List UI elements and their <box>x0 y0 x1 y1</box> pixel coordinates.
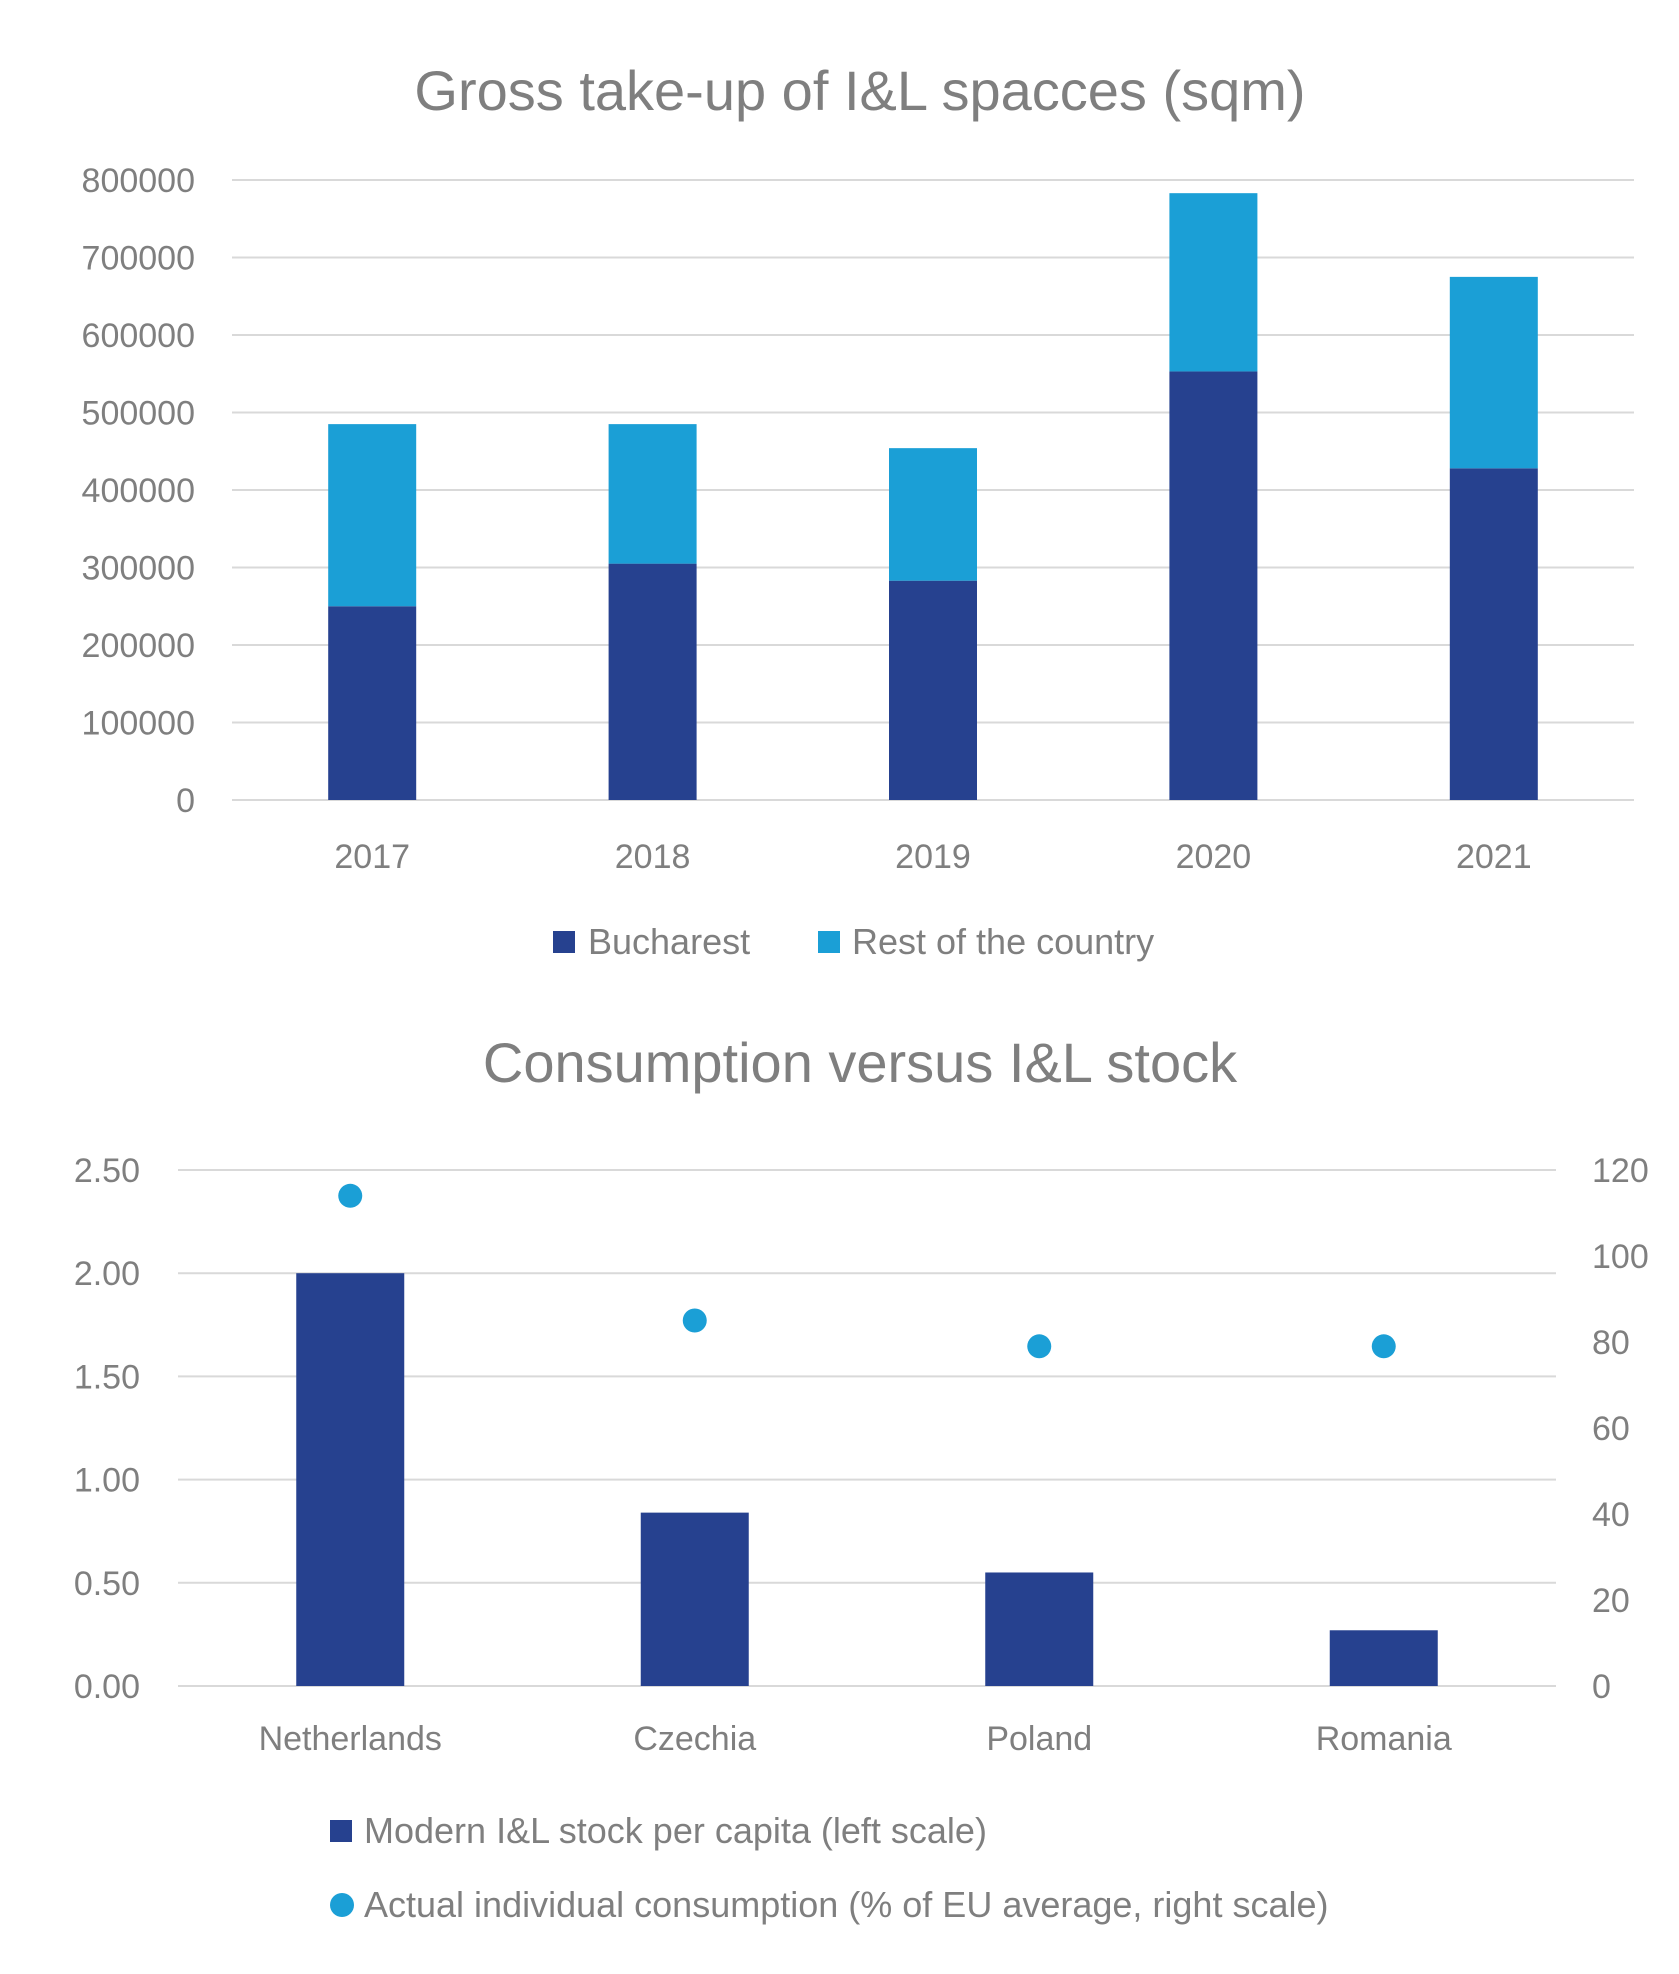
y-right-tick-label: 60 <box>1592 1410 1630 1448</box>
consumption-chart: Consumption versus I&L stock 0.00 0.50 1.0… <box>74 1031 1649 1925</box>
y-tick-label: 100000 <box>82 705 195 743</box>
x-tick-label: Czechia <box>633 1720 756 1758</box>
point-consumption <box>1027 1334 1052 1359</box>
y-right-tick-label: 20 <box>1592 1582 1630 1620</box>
y-right-tick-label: 100 <box>1592 1238 1649 1276</box>
y-tick-label: 400000 <box>82 472 195 510</box>
y-tick-label: 600000 <box>82 317 195 355</box>
bar-il-stock <box>1329 1630 1438 1686</box>
y-right-tick-label: 0 <box>1592 1668 1611 1706</box>
y-left-tick-label: 0.50 <box>74 1565 140 1603</box>
bar-bucharest <box>1449 468 1538 800</box>
x-tick-label: Poland <box>986 1720 1092 1758</box>
bar-rest-of-country <box>608 424 697 564</box>
x-tick-label: Netherlands <box>259 1720 442 1758</box>
bar-il-stock <box>296 1273 405 1686</box>
chart-title: Gross take-up of I&L spacces (sqm) <box>414 59 1305 122</box>
x-tick-label: Romania <box>1316 1720 1452 1758</box>
legend-label: Actual individual consumption (% of EU a… <box>364 1884 1328 1925</box>
y-tick-label: 700000 <box>82 240 195 278</box>
point-consumption <box>1371 1334 1396 1359</box>
bar-bucharest <box>608 563 697 800</box>
legend-label: Modern I&L stock per capita (left scale) <box>364 1810 987 1851</box>
x-tick-label: 2017 <box>334 838 410 876</box>
y-left-tick-label: 1.50 <box>74 1358 140 1396</box>
legend-swatch-rest-of-country <box>818 931 840 953</box>
y-left-tick-label: 1.00 <box>74 1462 140 1500</box>
bar-rest-of-country <box>328 424 417 607</box>
legend-swatch-il-stock <box>330 1820 352 1842</box>
y-right-tick-label: 80 <box>1592 1324 1630 1362</box>
y-right-tick-label: 40 <box>1592 1496 1630 1534</box>
point-consumption <box>338 1183 363 1208</box>
bar-bucharest <box>1169 371 1258 800</box>
x-tick-label: 2019 <box>895 838 971 876</box>
y-tick-label: 200000 <box>82 627 195 665</box>
y-tick-label: 800000 <box>82 162 195 200</box>
point-consumption <box>682 1308 707 1333</box>
take-up-chart: Gross take-up of I&L spacces (sqm) 0 1000… <box>82 59 1634 962</box>
y-left-tick-label: 0.00 <box>74 1668 140 1706</box>
bar-il-stock <box>985 1572 1094 1686</box>
y-right-tick-label: 120 <box>1592 1152 1649 1190</box>
y-left-tick-label: 2.50 <box>74 1152 140 1190</box>
bar-il-stock <box>640 1512 749 1686</box>
x-tick-label: 2020 <box>1176 838 1252 876</box>
bar-rest-of-country <box>889 448 977 581</box>
legend-label: Rest of the country <box>852 921 1154 962</box>
legend-label: Bucharest <box>588 921 750 962</box>
legend-swatch-consumption <box>330 1893 354 1917</box>
y-tick-label: 0 <box>176 782 195 820</box>
x-tick-label: 2018 <box>615 838 691 876</box>
y-tick-label: 500000 <box>82 395 195 433</box>
bar-bucharest <box>328 606 417 800</box>
bar-rest-of-country <box>1169 193 1258 372</box>
y-tick-label: 300000 <box>82 550 195 588</box>
chart-title: Consumption versus I&L stock <box>483 1031 1238 1094</box>
legend-swatch-bucharest <box>553 931 575 953</box>
bar-bucharest <box>889 580 977 800</box>
y-left-tick-label: 2.00 <box>74 1255 140 1293</box>
bar-rest-of-country <box>1449 276 1538 469</box>
x-tick-label: 2021 <box>1456 838 1532 876</box>
